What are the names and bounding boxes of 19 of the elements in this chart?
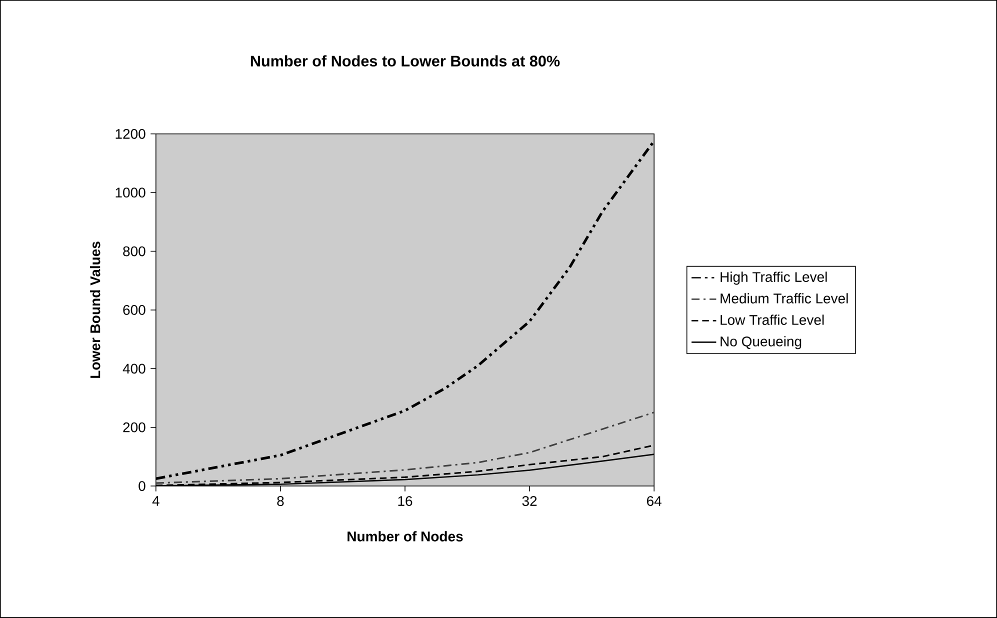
x-tick-label: 16	[398, 496, 412, 506]
y-tick-label: 400	[122, 364, 146, 374]
x-tick-label: 64	[647, 496, 662, 506]
y-tick-label: 1200	[116, 128, 146, 139]
y-tick-label: 600	[123, 305, 146, 315]
chart-title: Number of Nodes to Lower Bounds at 80%	[250, 55, 560, 67]
x-axis-title: Number of Nodes	[348, 531, 463, 542]
x-tick-label: 32	[522, 496, 537, 506]
legend-label: Low Traffic Level	[720, 314, 824, 325]
legend-label: Medium Traffic Level	[720, 293, 848, 304]
x-tick-label: 8	[277, 496, 284, 506]
y-tick-label: 1000	[116, 188, 146, 198]
y-tick-label: 200	[123, 422, 146, 432]
legend-label: No Queueing	[720, 336, 802, 350]
y-tick-label: 0	[138, 481, 146, 492]
x-tick-label: 4	[152, 496, 160, 506]
legend-label: High Traffic Level	[720, 272, 827, 285]
y-axis-title: Lower Bound Values	[90, 242, 100, 378]
y-tick-label: 800	[123, 246, 146, 256]
